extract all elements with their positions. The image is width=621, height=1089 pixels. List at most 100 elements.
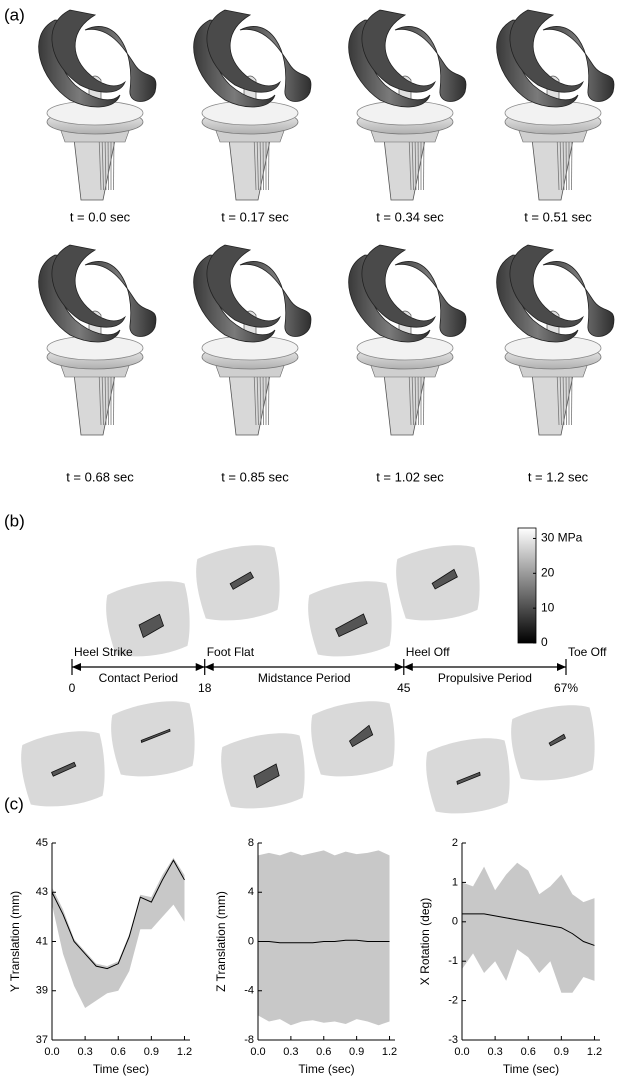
- time-caption: t = 1.2 sec: [528, 469, 589, 484]
- x-axis-label: Time (sec): [298, 1062, 354, 1076]
- tibial-insert-map: [507, 700, 602, 786]
- arrow-head: [404, 663, 413, 671]
- time-caption: t = 0.0 sec: [70, 209, 131, 224]
- x-tick-label: 0.6: [316, 1046, 331, 1058]
- x-axis-label: Time (sec): [503, 1062, 559, 1076]
- gait-event: Heel Off: [406, 645, 450, 659]
- implant-rendering: [497, 10, 614, 200]
- x-tick-label: 0.6: [521, 1046, 536, 1058]
- time-caption: t = 0.34 sec: [376, 209, 444, 224]
- y-tick-label: 39: [36, 985, 48, 997]
- stem-rib: [424, 135, 425, 190]
- arrow-head: [205, 663, 214, 671]
- time-caption: t = 0.68 sec: [66, 469, 134, 484]
- time-caption: t = 0.17 sec: [221, 209, 289, 224]
- panel-label: (b): [4, 511, 25, 530]
- stem-rib: [572, 135, 573, 190]
- gait-period: Propulsive Period: [438, 671, 532, 685]
- arrow-head: [72, 663, 81, 671]
- y-tick-label: -4: [244, 985, 254, 997]
- y-tick-label: 8: [248, 837, 254, 849]
- colorbar-tick-label: 10: [541, 600, 555, 614]
- time-caption: t = 1.02 sec: [376, 469, 444, 484]
- stem-rib: [108, 370, 109, 425]
- implant-rendering: [194, 10, 311, 200]
- implant-rendering: [39, 245, 156, 435]
- colorbar-tick-label: 30 MPa: [541, 531, 583, 545]
- stem-rib: [418, 135, 419, 190]
- y-tick-label: -1: [448, 955, 458, 967]
- y-tick-label: -8: [244, 1034, 254, 1046]
- arrow-head: [196, 663, 205, 671]
- x-tick-label: 0.9: [144, 1046, 159, 1058]
- y-axis-label: Z Translation (mm): [214, 891, 228, 992]
- x-tick-label: 0.9: [349, 1046, 364, 1058]
- stem-rib: [108, 135, 109, 190]
- tibial-insert-map: [107, 696, 202, 782]
- x-tick-label: 1.2: [177, 1046, 192, 1058]
- sd-band: [462, 863, 594, 993]
- implant-rendering: [194, 245, 311, 435]
- stem-rib: [263, 370, 264, 425]
- x-tick-label: 0.3: [77, 1046, 92, 1058]
- gait-period: Contact Period: [99, 671, 178, 685]
- implant-rendering: [497, 245, 614, 435]
- tibial-insert-map: [422, 733, 517, 819]
- stem-rib: [114, 135, 115, 190]
- y-tick-label: 4: [248, 886, 254, 898]
- x-tick-label: 1.2: [587, 1046, 602, 1058]
- panel-label: (c): [4, 794, 24, 813]
- x-tick-label: 0.0: [250, 1046, 265, 1058]
- panel-label: (a): [4, 5, 25, 24]
- timeline-value: 45: [397, 681, 411, 695]
- x-tick-label: 0.0: [454, 1046, 469, 1058]
- y-tick-label: 41: [36, 935, 48, 947]
- tibial-insert-map: [17, 726, 112, 812]
- y-tick-label: 45: [36, 837, 48, 849]
- stem-rib: [269, 135, 270, 190]
- sd-band: [258, 850, 390, 1025]
- stem-rib: [418, 370, 419, 425]
- x-axis-label: Time (sec): [93, 1062, 149, 1076]
- y-axis-label: X Rotation (deg): [418, 898, 432, 985]
- timeline-value: 67%: [554, 681, 578, 695]
- arrow-head: [395, 663, 404, 671]
- sd-band: [52, 858, 184, 1008]
- tibial-insert-map: [192, 540, 287, 626]
- x-tick-label: 0.9: [554, 1046, 569, 1058]
- timeline-value: 0: [69, 681, 76, 695]
- colorbar-tick-label: 0: [541, 635, 548, 649]
- gait-event: Heel Strike: [74, 645, 133, 659]
- gait-event: Toe Off: [568, 645, 607, 659]
- y-tick-label: 37: [36, 1034, 48, 1046]
- stem-rib: [114, 370, 115, 425]
- tibial-insert-map: [392, 540, 487, 626]
- y-tick-label: 0: [248, 935, 254, 947]
- stem-rib: [263, 135, 264, 190]
- stem-rib: [269, 370, 270, 425]
- y-tick-label: 2: [452, 837, 458, 849]
- tibial-insert-map: [307, 696, 402, 782]
- implant-rendering: [39, 10, 156, 200]
- y-tick-label: 0: [452, 916, 458, 928]
- y-axis-label: Y Translation (mm): [8, 891, 22, 992]
- x-tick-label: 0.6: [111, 1046, 126, 1058]
- y-tick-label: -2: [448, 995, 458, 1007]
- time-caption: t = 0.51 sec: [524, 209, 592, 224]
- x-tick-label: 0.0: [44, 1046, 59, 1058]
- insert-outline: [304, 576, 399, 662]
- y-tick-label: -3: [448, 1034, 458, 1046]
- timeline-value: 18: [198, 681, 212, 695]
- stem-rib: [566, 370, 567, 425]
- colorbar: [518, 528, 536, 643]
- x-tick-label: 0.3: [487, 1046, 502, 1058]
- insert-outline: [107, 696, 202, 782]
- tibial-insert-map: [217, 728, 312, 814]
- stem-rib: [566, 135, 567, 190]
- arrow-head: [557, 663, 566, 671]
- y-tick-label: 43: [36, 886, 48, 898]
- colorbar-tick-label: 20: [541, 565, 555, 579]
- gait-period: Midstance Period: [258, 671, 351, 685]
- time-caption: t = 0.85 sec: [221, 469, 289, 484]
- stem-rib: [424, 370, 425, 425]
